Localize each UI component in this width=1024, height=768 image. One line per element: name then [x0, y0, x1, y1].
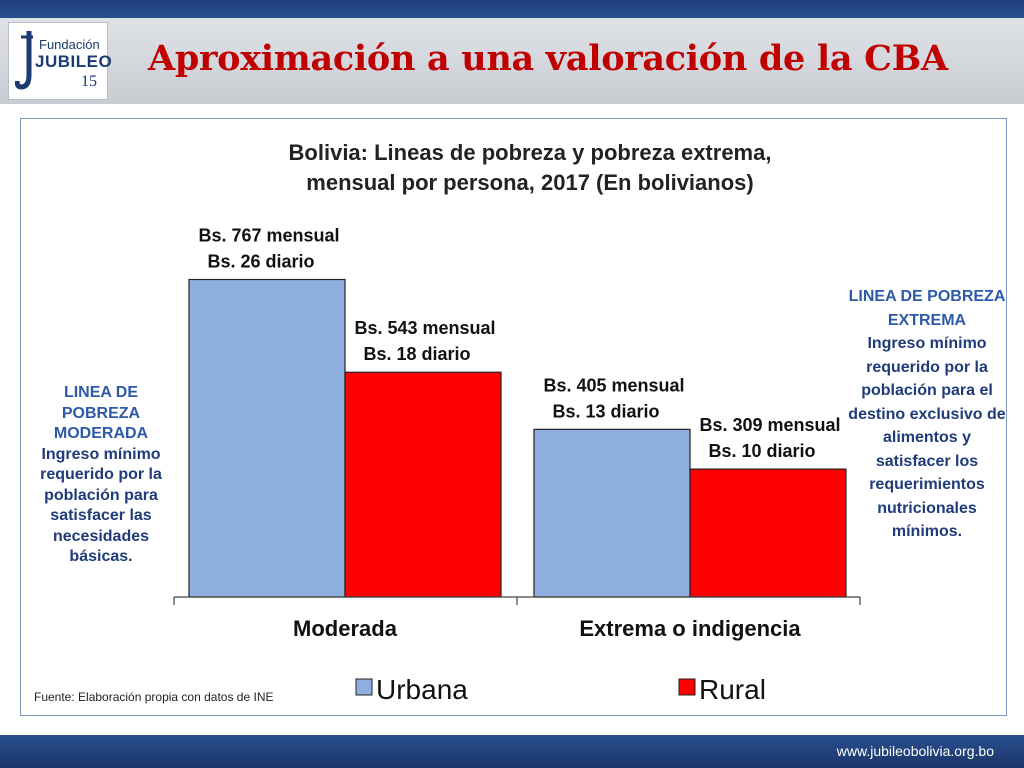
left-note: LINEA DE POBREZA MODERADA Ingreso mínimo… [28, 383, 174, 568]
bar-rural-1 [689, 468, 847, 598]
chart-subtitle: mensual por persona, 2017 (En bolivianos… [306, 170, 754, 195]
data-label-rural-0-1: Bs. 18 diario [363, 344, 470, 364]
chart-panel [20, 118, 1007, 716]
data-label-rural-0-0: Bs. 543 mensual [354, 318, 495, 338]
data-label-rural-1-1: Bs. 10 diario [708, 441, 815, 461]
left-note-label: LINEA DE POBREZA MODERADA [53, 384, 149, 442]
bar-urbana-0 [188, 278, 346, 598]
logo-j-icon [15, 31, 33, 90]
right-note-text: Ingreso mínimo requerido por la població… [848, 335, 1006, 540]
footer-bar: www.jubileobolivia.org.bo [0, 735, 1024, 768]
chart-title: Bolivia: Lineas de pobreza y pobreza ext… [288, 140, 772, 165]
bar-rural-0 [344, 371, 502, 598]
fundacion-jubileo-logo: Fundación JUBILEO 15 [8, 22, 112, 100]
data-label-urbana-1-0: Bs. 405 mensual [543, 375, 684, 395]
legend-swatch-urbana [355, 678, 373, 696]
category-label-0: Moderada [293, 616, 398, 641]
bar-urbana-1 [533, 428, 691, 598]
source-note: Fuente: Elaboración propia con datos de … [34, 690, 274, 704]
top-bar [0, 0, 1024, 18]
data-label-urbana-0-1: Bs. 26 diario [207, 252, 314, 272]
page-title: Aproximación a una valoración de la CBA [148, 38, 948, 79]
data-label-urbana-1-1: Bs. 13 diario [552, 401, 659, 421]
right-note-label: LINEA DE POBREZA EXTREMA [848, 288, 1006, 329]
logo-anniversary: 15 [81, 73, 97, 90]
footer-url[interactable]: www.jubileobolivia.org.bo [836, 743, 994, 759]
legend-swatch-rural [678, 678, 696, 696]
legend-label-rural: Rural [699, 674, 766, 705]
chart-title-block: Bolivia: Lineas de pobreza y pobreza ext… [210, 138, 850, 198]
logo-text-main: JUBILEO [35, 52, 113, 71]
data-label-urbana-0-0: Bs. 767 mensual [198, 226, 339, 246]
data-label-rural-1-0: Bs. 309 mensual [699, 415, 840, 435]
left-note-text: Ingreso mínimo requerido por la població… [40, 445, 162, 566]
category-label-1: Extrema o indigencia [579, 616, 801, 641]
logo-text-top: Fundación [39, 37, 100, 52]
legend-label-urbana: Urbana [376, 674, 468, 705]
right-note: LINEA DE POBREZA EXTREMA Ingreso mínimo … [848, 285, 1006, 544]
header [0, 18, 1024, 104]
